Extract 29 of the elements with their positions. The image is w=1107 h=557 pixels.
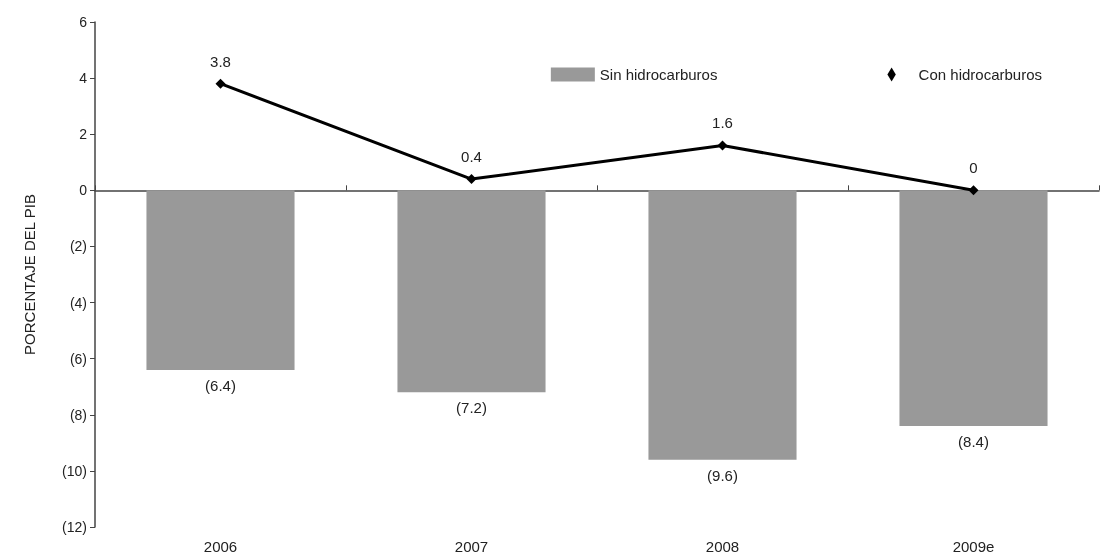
- data-label: 1.6: [712, 114, 733, 132]
- point: [717, 140, 728, 151]
- x-tick-label: 2009e: [952, 538, 995, 555]
- y-axis-title: PORCENTAJE DEL PIB: [21, 194, 38, 355]
- point: [215, 78, 226, 89]
- data-label: 3.8: [210, 52, 231, 70]
- y-tick-label: 4: [79, 70, 88, 87]
- x-tick-label: 2006: [203, 538, 238, 555]
- legend-label: Sin hidrocarburos: [599, 66, 718, 83]
- data-label: (7.2): [456, 399, 487, 417]
- y-tick-label: 0: [79, 182, 88, 199]
- point: [968, 185, 979, 196]
- x-tick-label: 2007: [454, 538, 489, 555]
- data-label: (6.4): [205, 376, 236, 394]
- data-label: 0.4: [461, 148, 482, 166]
- data-label: (8.4): [958, 433, 989, 450]
- y-tick-label: 2: [79, 126, 88, 143]
- legend-label: Con hidrocarburos: [918, 66, 1043, 83]
- data-label: 0: [969, 159, 978, 177]
- y-tick-label: (4): [69, 294, 87, 311]
- data-label: (9.6): [707, 466, 738, 484]
- point: [466, 174, 477, 185]
- y-tick-label: (12): [62, 519, 87, 535]
- y-tick-label: (6): [69, 350, 87, 367]
- x-tick-label: 2008: [705, 538, 740, 555]
- y-tick-label: 6: [79, 14, 88, 30]
- y-tick-label: (2): [69, 238, 87, 255]
- y-tick-label: (8): [69, 406, 87, 423]
- y-tick-label: (10): [62, 462, 87, 479]
